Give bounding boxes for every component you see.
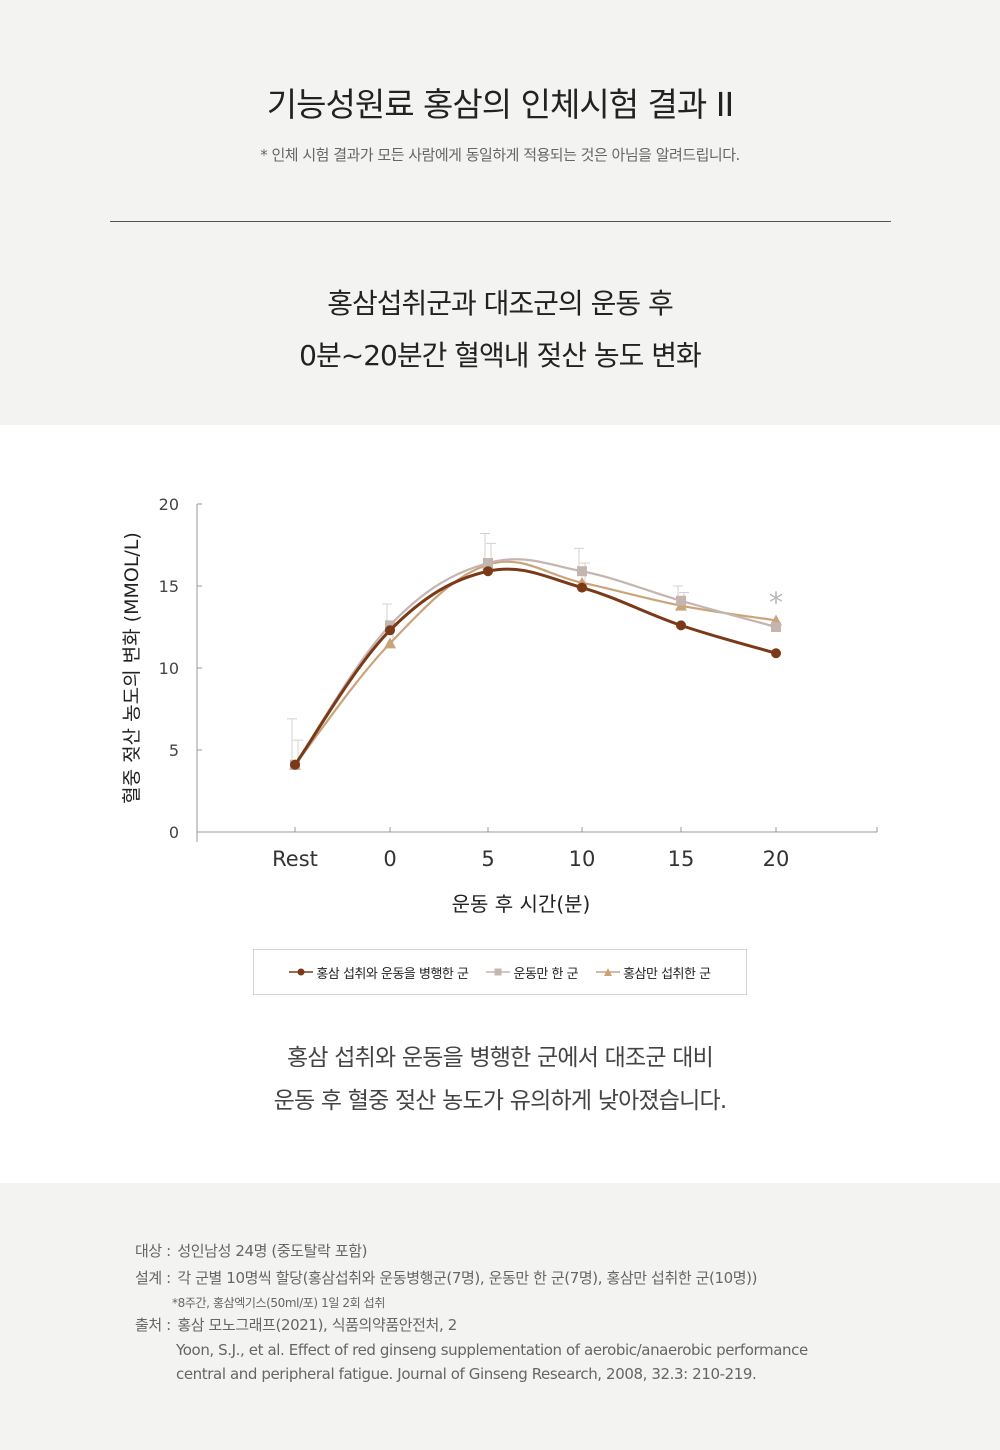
- legend-label-series-2: 운동만 한 군: [513, 966, 579, 982]
- citation-line-1: Yoon, S.J., et al. Effect of red ginseng…: [176, 1341, 808, 1359]
- chart-heading-line-2: 0분~20분간 혈액내 젖산 농도 변화: [299, 339, 702, 372]
- legend-circle-marker-icon: [289, 968, 314, 976]
- design-note: *8주간, 홍삼엑기스(50ml/포) 1일 2회 섭취: [172, 1296, 385, 1310]
- legend-label-series-1: 홍삼 섭취와 운동을 병행한 군: [316, 966, 469, 982]
- design-row: 설계 : 각 군별 10명씩 할당(홍삼섭취와 운동병행군(7명), 운동만 한…: [135, 1267, 757, 1288]
- legend-square-marker-icon: [486, 968, 511, 976]
- y-tick-label: 15: [159, 577, 179, 596]
- header-section: 기능성원료 홍삼의 인체시험 결과 II * 인체 시험 결과가 모든 사람에게…: [0, 0, 1000, 425]
- data-point-circle: [676, 620, 686, 631]
- legend-item-series-3: 홍삼만 섭취한 군: [596, 963, 711, 982]
- x-axis-title: 운동 후 시간(분): [452, 892, 591, 916]
- header-divider: [110, 221, 891, 222]
- x-tick-label: 10: [569, 847, 596, 871]
- subject-row: 대상 : 성인남성 24명 (중도탈락 포함): [135, 1240, 367, 1261]
- data-point-triangle: [384, 637, 396, 649]
- y-tick-label: 20: [159, 495, 179, 514]
- lactate-line-chart: 0 5 10 15 20 Rest 0 5 10 15 20 운동 후 시간(분) 혈중 젖산 농도의 …: [121, 495, 878, 916]
- x-tick-label: Rest: [272, 847, 318, 871]
- x-tick-label: 20: [763, 847, 790, 871]
- references-section: 대상 : 성인남성 24명 (중도탈락 포함) 설계 : 각 군별 10명씩 할…: [0, 1183, 1000, 1450]
- x-tick-label: 5: [481, 847, 494, 871]
- y-tick-label: 5: [169, 741, 179, 760]
- x-tick-label: 0: [383, 847, 396, 871]
- source-label: 출처 :: [135, 1316, 171, 1334]
- conclusion-text: 홍삼 섭취와 운동을 병행한 군에서 대조군 대비 운동 후 혈중 젖산 농도가…: [0, 1037, 1000, 1123]
- subject-label: 대상 :: [135, 1242, 171, 1260]
- legend-item-series-1: 홍삼 섭취와 운동을 병행한 군: [289, 963, 469, 982]
- data-point-circle: [771, 648, 781, 659]
- conclusion-line-2: 운동 후 혈중 젖산 농도가 유의하게 낮아졌습니다.: [273, 1088, 728, 1114]
- series-line-1: [293, 567, 777, 766]
- disclaimer-text: * 인체 시험 결과가 모든 사람에게 동일하게 적용되는 것은 아님을 알려드…: [260, 146, 740, 164]
- chart-heading-line-1: 홍삼섭취군과 대조군의 운동 후: [327, 287, 674, 320]
- source-text: 홍삼 모노그래프(2021), 식품의약품안전처, 2: [177, 1316, 457, 1334]
- data-point-circle: [385, 625, 395, 636]
- citation-line-2: central and peripheral fatigue. Journal …: [176, 1365, 757, 1383]
- legend-item-series-2: 운동만 한 군: [486, 963, 579, 982]
- conclusion-line-1: 홍삼 섭취와 운동을 병행한 군에서 대조군 대비: [287, 1045, 714, 1071]
- y-tick-label: 10: [159, 659, 179, 678]
- data-point-circle: [290, 759, 300, 770]
- design-text: 각 군별 10명씩 할당(홍삼섭취와 운동병행군(7명), 운동만 한 군(7명…: [177, 1269, 758, 1287]
- legend-label-series-3: 홍삼만 섭취한 군: [623, 966, 711, 982]
- subject-text: 성인남성 24명 (중도탈락 포함): [177, 1242, 368, 1260]
- data-point-square: [577, 566, 587, 577]
- source-row: 출처 : 홍삼 모노그래프(2021), 식품의약품안전처, 2: [135, 1314, 457, 1335]
- data-point-circle: [483, 566, 493, 577]
- x-tick-label: 15: [668, 847, 695, 871]
- data-point-square: [676, 595, 686, 606]
- data-point-square: [771, 622, 781, 632]
- design-label: 설계 :: [135, 1269, 171, 1287]
- chart-legend: 홍삼 섭취와 운동을 병행한 군 운동만 한 군 홍삼만 섭취한 군: [253, 949, 747, 995]
- y-tick-label: 0: [169, 823, 179, 842]
- legend-triangle-marker-icon: [596, 968, 621, 976]
- data-point-square: [483, 558, 493, 569]
- series-line-3: [294, 560, 777, 766]
- series-line-2: [294, 558, 777, 766]
- chart-heading: 홍삼섭취군과 대조군의 운동 후 0분~20분간 혈액내 젖산 농도 변화: [0, 278, 1000, 382]
- significance-marker: *: [769, 586, 783, 619]
- page-title: 기능성원료 홍삼의 인체시험 결과 II: [266, 85, 734, 124]
- data-point-circle: [577, 582, 587, 593]
- y-axis-title: 혈중 젖산 농도의 변화 (MMOL/L): [121, 532, 143, 804]
- chart-section: 0 5 10 15 20 Rest 0 5 10 15 20 운동 후 시간(분) 혈중 젖산 농도의 …: [0, 425, 1000, 1183]
